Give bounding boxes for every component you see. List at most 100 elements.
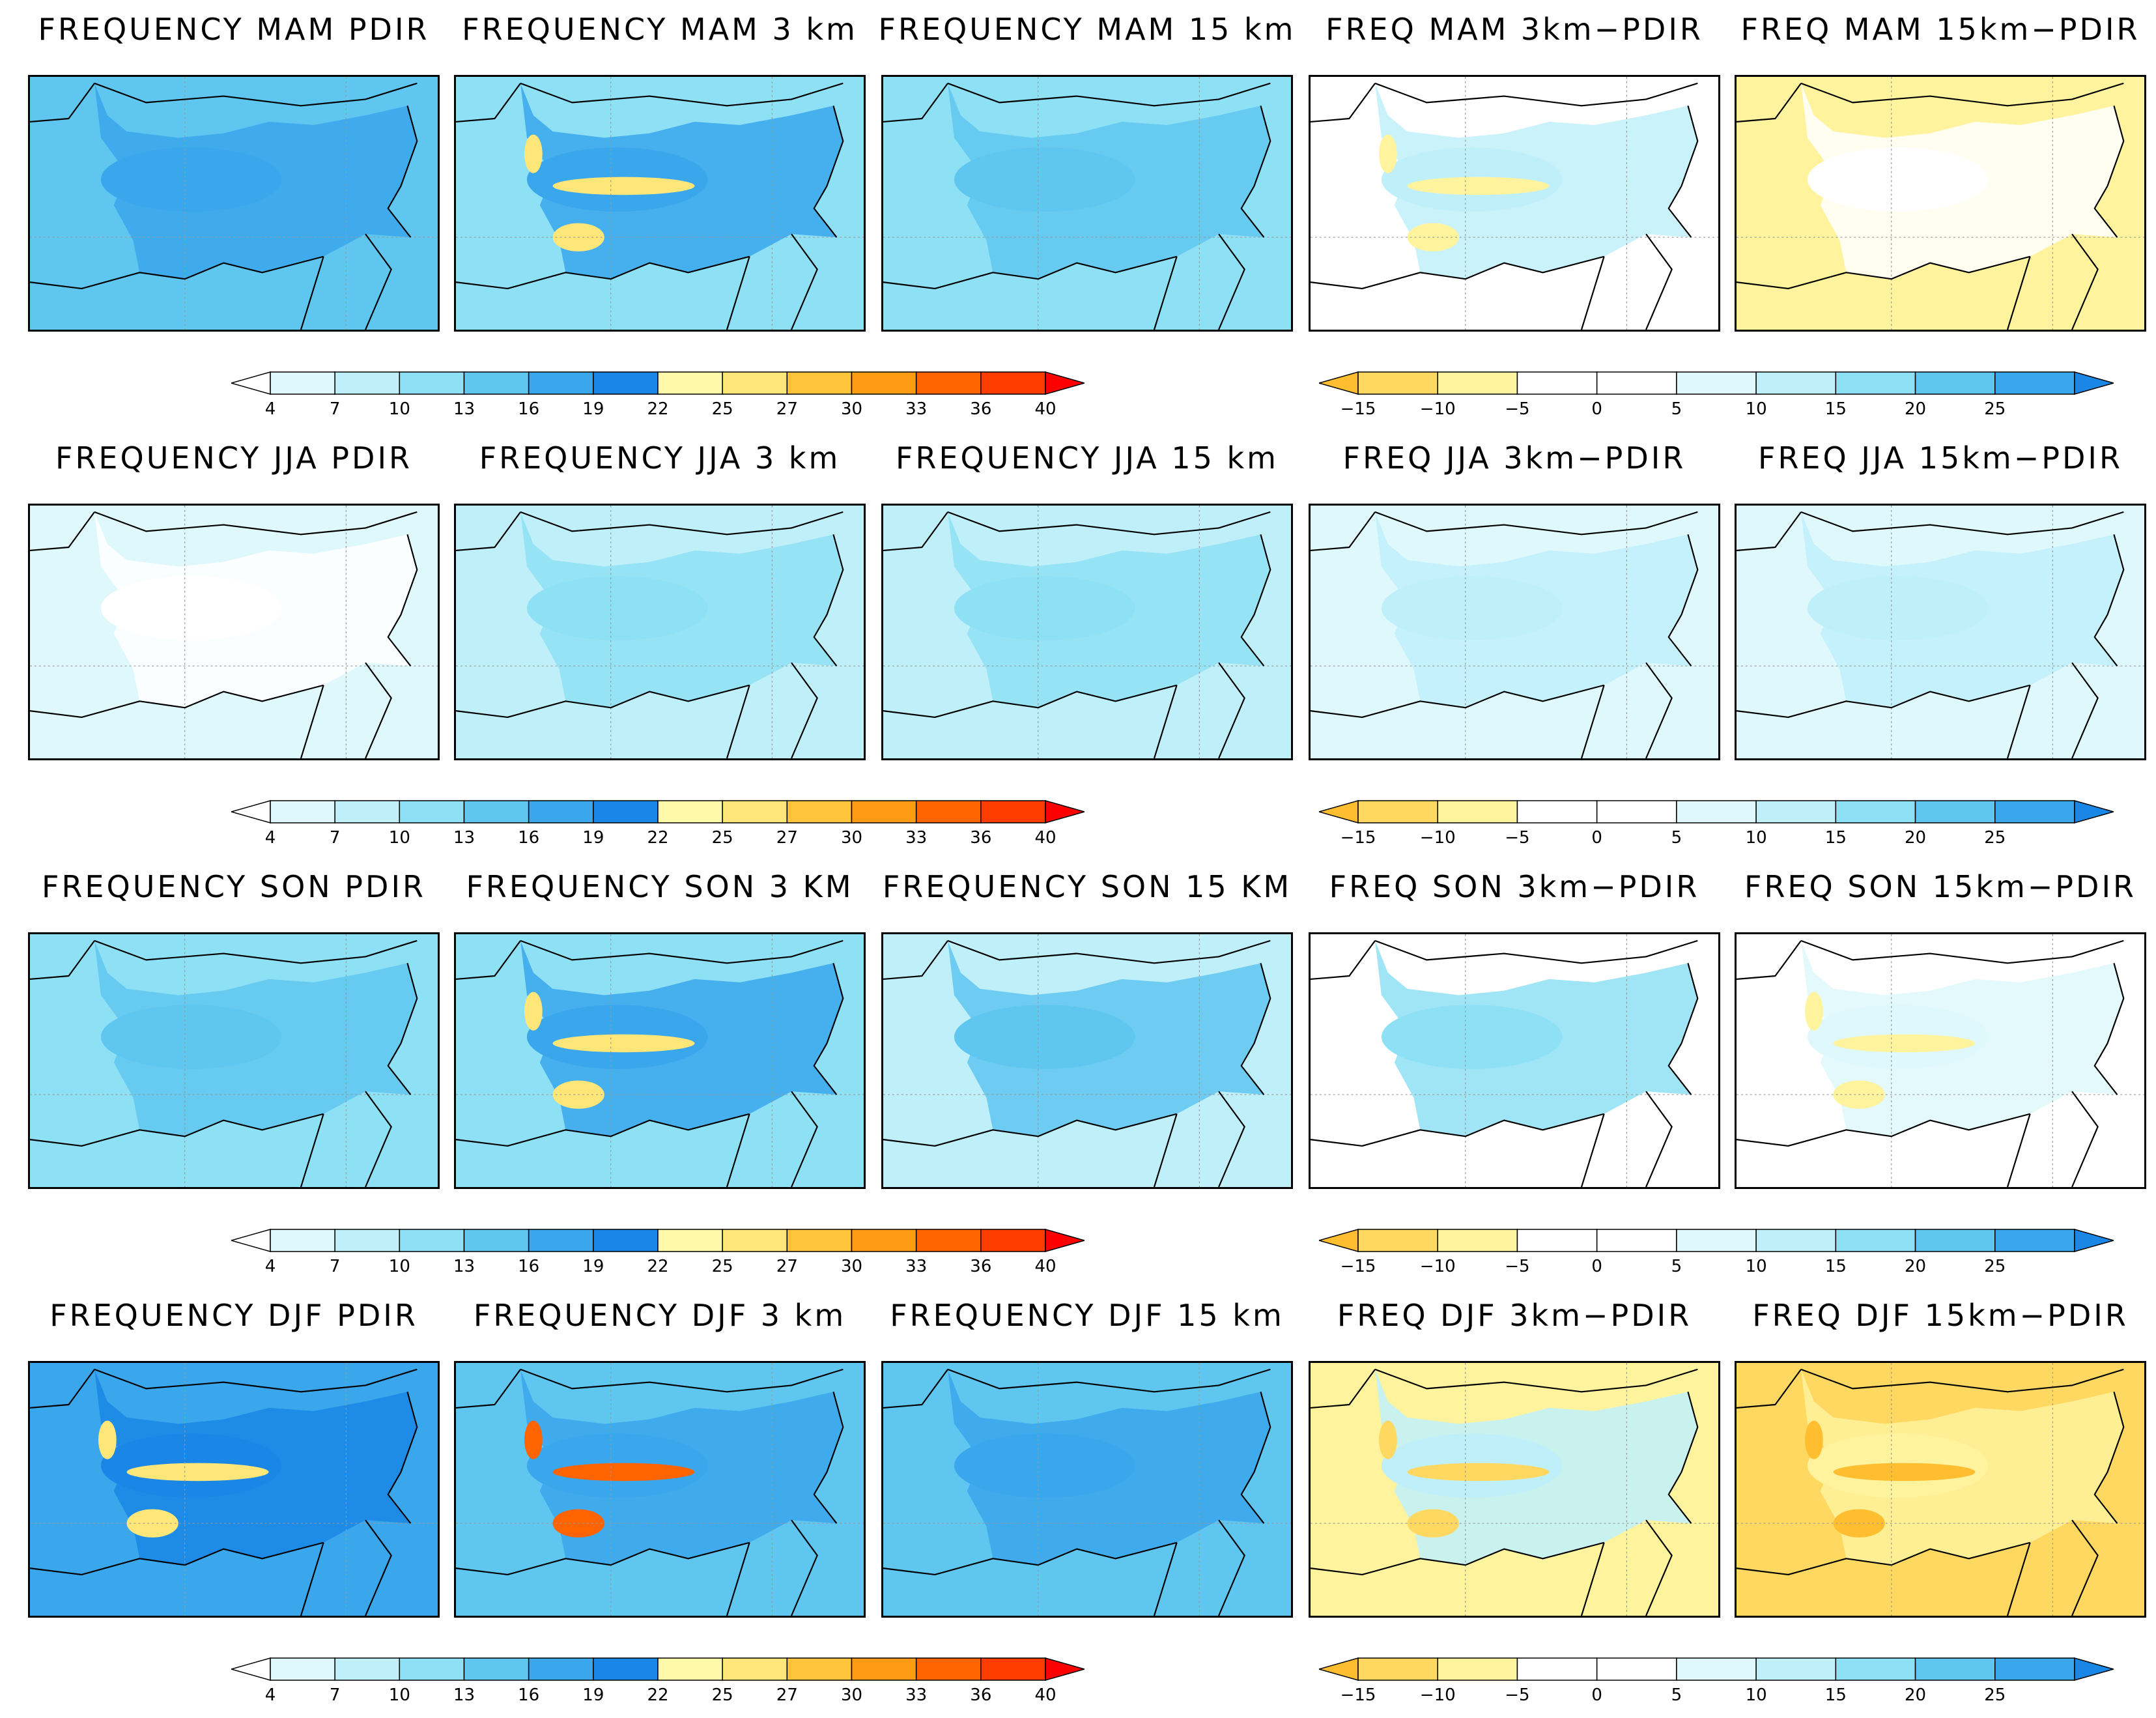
colorbar-segment	[528, 1229, 594, 1252]
map-panel-jja-4	[1309, 504, 1720, 760]
border-west	[1737, 83, 1802, 123]
colorbar-tick-label: 16	[518, 1257, 540, 1276]
colorbar-segment	[1437, 371, 1518, 395]
map-field	[456, 934, 864, 1187]
colorbar-tick-label: 25	[711, 399, 733, 419]
colorbar-segment	[1914, 1657, 1996, 1681]
colorbar-segment	[231, 800, 271, 823]
colorbar-tick-label: 4	[264, 1257, 276, 1276]
field-hotspot	[1804, 1420, 1823, 1459]
border-south	[1737, 1541, 2030, 1576]
colorbar-tick-label: −10	[1419, 828, 1456, 848]
map-field	[1737, 77, 2144, 330]
colorbar-segment	[1319, 371, 1359, 395]
border-south	[1311, 1113, 1604, 1147]
colorbar-ticks: 4 7 10 13 16 19 22 25 27 30 33 36 40	[231, 1254, 1085, 1278]
field-hotspot	[98, 1420, 117, 1459]
panel-title: FREQ JJA 3km−PDIR	[1342, 440, 1686, 476]
panel-title: FREQ SON 3km−PDIR	[1329, 869, 1700, 904]
colorbar-tick-label: −5	[1505, 1257, 1530, 1276]
colorbar-segment	[1755, 1229, 1837, 1252]
colorbar-ticks: −15 −10 −5 0 5 10 15 20 25	[1319, 397, 2114, 420]
colorbar-tick-label: −15	[1340, 828, 1376, 848]
colorbar-segment	[980, 371, 1046, 395]
colorbar-tick-label: 27	[776, 1257, 798, 1276]
border-north	[1374, 939, 1698, 964]
panel-title: FREQUENCY SON 15 KM	[882, 869, 1292, 904]
field-core	[954, 147, 1135, 212]
border-north	[1374, 1368, 1698, 1393]
colorbar-segment	[2074, 800, 2114, 823]
field-hotspot	[552, 1034, 695, 1053]
border-west	[883, 1369, 948, 1409]
field-hotspot	[126, 1463, 269, 1482]
colorbar-segment	[722, 1657, 788, 1681]
colorbar-segment	[1357, 1229, 1438, 1252]
field-core	[954, 576, 1135, 640]
border-south	[883, 1541, 1177, 1576]
map-panel-djf-2	[454, 1361, 866, 1618]
colorbar-segment	[657, 1657, 723, 1681]
field-hotspot	[1804, 992, 1823, 1031]
colorbar-segment	[231, 1229, 271, 1252]
colorbar-difference: −15 −10 −5 0 5 10 15 20 25	[1319, 369, 2114, 422]
colorbar-tick-label: 10	[1745, 1257, 1767, 1276]
field-core	[954, 1005, 1135, 1069]
colorbar-segment	[1835, 1657, 1916, 1681]
map-panel-djf-3	[881, 1361, 1293, 1618]
border-north	[520, 82, 844, 107]
colorbar-tick-label: 10	[388, 399, 410, 419]
colorbar-tick-label: 20	[1905, 399, 1927, 419]
colorbar-segment	[915, 800, 982, 823]
colorbar-segment	[334, 371, 401, 395]
colorbar-tick-label: 30	[840, 1257, 863, 1276]
border-southeast	[2006, 233, 2099, 330]
map-panel-jja-1	[28, 504, 440, 760]
border-south	[1737, 684, 2030, 719]
colorbar-tick-label: 25	[711, 1685, 733, 1705]
border-southeast	[1153, 1519, 1245, 1616]
colorbar-segment	[1676, 800, 1757, 823]
colorbar-tick-label: 4	[264, 828, 276, 848]
colorbar-tick-label: 15	[1824, 1257, 1847, 1276]
border-west	[456, 83, 521, 123]
colorbar-ticks: 4 7 10 13 16 19 22 25 27 30 33 36 40	[231, 1683, 1085, 1706]
colorbar-segment	[1994, 1229, 2075, 1252]
colorbar-segment	[334, 1657, 401, 1681]
border-south	[456, 684, 750, 719]
colorbar-tick-label: −5	[1505, 828, 1530, 848]
map-panel-son-5	[1735, 932, 2146, 1189]
colorbar-segment	[1835, 371, 1916, 395]
map-field	[1311, 506, 1718, 758]
border-south	[1737, 255, 2030, 290]
colorbar-tick-label: 30	[840, 1685, 863, 1705]
border-southeast	[300, 662, 392, 758]
colorbar-difference: −15 −10 −5 0 5 10 15 20 25	[1319, 798, 2114, 850]
map-field	[883, 506, 1291, 758]
border-southeast	[1580, 1519, 1673, 1616]
border-west	[30, 940, 95, 981]
colorbar-segment	[270, 800, 335, 823]
field-hotspot	[524, 992, 543, 1031]
map-panel-mam-1	[28, 75, 440, 332]
border-north	[1374, 511, 1698, 536]
coastline	[387, 963, 418, 1095]
map-panel-jja-5	[1735, 504, 2146, 760]
map-field	[30, 934, 438, 1187]
panel-title: FREQUENCY JJA 3 km	[479, 440, 841, 476]
border-southeast	[726, 662, 818, 758]
map-field	[30, 1363, 438, 1616]
border-north	[1800, 82, 2124, 107]
map-field	[1737, 934, 2144, 1187]
field-core	[1807, 147, 1989, 212]
map-panel-djf-5	[1735, 1361, 2146, 1618]
colorbar-segment	[528, 371, 594, 395]
colorbar-segment	[915, 1657, 982, 1681]
colorbar-difference: −15 −10 −5 0 5 10 15 20 25	[1319, 1655, 2114, 1708]
border-west	[456, 1369, 521, 1409]
panel-title: FREQUENCY DJF 15 km	[890, 1298, 1284, 1333]
border-southeast	[300, 1091, 392, 1187]
colorbar-segment	[593, 1657, 659, 1681]
colorbar-tick-label: 16	[518, 828, 540, 848]
colorbar-segment	[851, 1657, 917, 1681]
